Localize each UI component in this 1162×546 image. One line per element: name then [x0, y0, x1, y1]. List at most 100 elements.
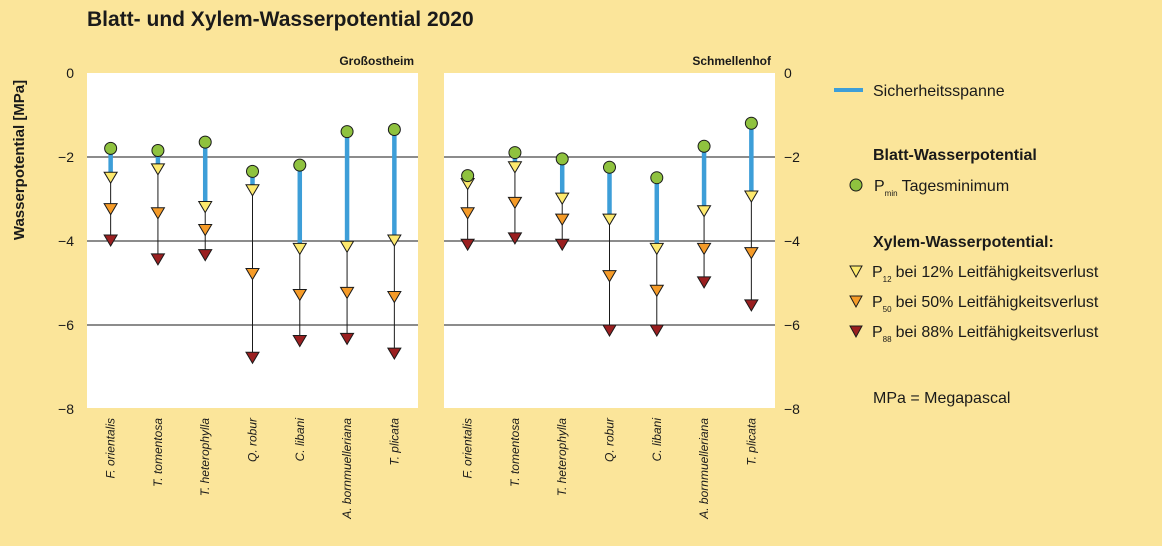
category-label: T. heterophylla	[198, 418, 212, 497]
p88-marker	[696, 276, 712, 289]
legend-p50-entry: P50 bei 50% Leitfähigkeitsverlust	[872, 294, 1099, 314]
y-axis-label: Wasserpotential [MPa]	[11, 80, 28, 240]
y-tick-label: −8	[784, 401, 800, 417]
p88-marker	[245, 351, 260, 365]
panel-title: Schmellenhof	[692, 54, 772, 68]
marks	[103, 123, 402, 365]
pmin-marker	[697, 139, 711, 153]
p12-marker	[150, 163, 166, 176]
p50-marker	[245, 268, 260, 281]
pmin-marker	[555, 152, 569, 166]
p50-marker	[386, 291, 402, 304]
p50-marker	[649, 284, 665, 298]
panel-grossostheim: Großostheim	[87, 54, 418, 408]
panel-title: Großostheim	[339, 54, 414, 68]
p12-marker	[197, 201, 213, 214]
p88-marker	[197, 249, 213, 262]
p50-marker	[292, 288, 308, 302]
legend-p12-subscript: 12	[883, 275, 892, 284]
panel-schmellenhof: Schmellenhof	[444, 54, 775, 408]
legend-p50-symbol: P	[872, 294, 883, 311]
category-label: F. orientalis	[461, 418, 475, 478]
p12-marker	[743, 190, 759, 204]
pmin-marker	[387, 123, 401, 137]
category-label: A. bornmuelleriana	[340, 418, 354, 520]
legend: Sicherheitsspanne Blatt-Wasserpotential …	[834, 83, 1099, 407]
p50-marker	[103, 203, 119, 216]
pmin-marker	[508, 146, 522, 160]
p12-marker	[339, 240, 355, 254]
p88-marker	[339, 332, 355, 346]
chart-title: Blatt- und Xylem-Wasserpotential 2020	[87, 8, 474, 31]
y-tick-label: −6	[58, 317, 74, 333]
p12-marker	[386, 234, 402, 247]
pmin-marker	[461, 169, 475, 183]
legend-p88-entry: P88 bei 88% Leitfähigkeitsverlust	[872, 324, 1099, 344]
category-label: A. bornmuelleriana	[697, 418, 711, 520]
p50-marker	[696, 242, 712, 256]
y-tick-label: 0	[784, 65, 792, 81]
category-label: T. tomentosa	[151, 418, 165, 487]
legend-p88-text: bei 88% Leitfähigkeitsverlust	[896, 324, 1099, 341]
marks	[460, 116, 759, 338]
pmin-marker	[151, 143, 165, 157]
legend-safety-label: Sicherheitsspanne	[873, 83, 1005, 100]
p50-marker	[460, 207, 476, 220]
legend-p50-marker	[849, 295, 863, 309]
p12-marker	[103, 171, 119, 185]
p88-marker	[554, 238, 570, 252]
p88-marker	[743, 299, 759, 312]
y-tick-label: 0	[66, 65, 74, 81]
category-label: C. libani	[293, 418, 307, 462]
category-label: Q. robur	[603, 417, 617, 462]
legend-p12-text: bei 12% Leitfähigkeitsverlust	[896, 264, 1099, 281]
pmin-marker	[744, 116, 758, 130]
y-tick-label: −2	[58, 149, 74, 165]
legend-p50-subscript: 50	[883, 305, 892, 314]
p88-marker	[507, 232, 523, 245]
legend-p12-symbol: P	[872, 264, 883, 281]
pmin-marker	[603, 160, 616, 174]
y-tick-label: −4	[58, 233, 74, 249]
category-label: C. libani	[650, 418, 664, 462]
y-tick-label: −6	[784, 317, 800, 333]
legend-p88-marker	[849, 325, 863, 339]
y-ticks-left: 0 −2 −4 −6 −8	[58, 65, 74, 417]
legend-p50-text: bei 50% Leitfähigkeitsverlust	[896, 294, 1099, 311]
p88-marker	[649, 324, 665, 338]
p50-marker	[339, 286, 355, 300]
legend-unit-note: MPa = Megapascal	[873, 390, 1010, 407]
p12-marker	[602, 213, 617, 227]
p12-marker	[245, 184, 260, 197]
pmin-marker	[340, 125, 354, 139]
legend-p88-symbol: P	[872, 324, 883, 341]
p50-marker	[507, 196, 523, 210]
legend-p12-marker	[849, 265, 863, 279]
p50-marker	[743, 247, 759, 260]
category-label: T. plicata	[744, 418, 758, 466]
p50-marker	[602, 270, 617, 283]
p88-marker	[460, 238, 476, 252]
p12-marker	[696, 205, 712, 218]
p88-marker	[602, 324, 617, 338]
category-label: Q. robur	[246, 417, 260, 462]
y-tick-label: −4	[784, 233, 800, 249]
p12-marker	[507, 161, 523, 174]
legend-xylem-header: Xylem-Wasserpotential:	[873, 234, 1054, 251]
category-label: T. plicata	[387, 418, 401, 466]
legend-pmin-subscript: min	[885, 189, 898, 198]
p88-marker	[292, 335, 308, 348]
p50-marker	[554, 213, 570, 227]
legend-blatt-header: Blatt-Wasserpotential	[873, 147, 1037, 164]
p88-marker	[103, 234, 119, 247]
y-tick-label: −2	[784, 149, 800, 165]
pmin-marker	[650, 171, 664, 185]
pmin-marker	[198, 135, 212, 149]
category-label: F. orientalis	[104, 418, 118, 478]
legend-pmin-entry: Pmin Tagesminimum	[874, 178, 1009, 198]
p12-marker	[292, 242, 308, 256]
p88-marker	[150, 253, 166, 266]
category-label: T. heterophylla	[555, 418, 569, 497]
p12-marker	[554, 192, 570, 206]
